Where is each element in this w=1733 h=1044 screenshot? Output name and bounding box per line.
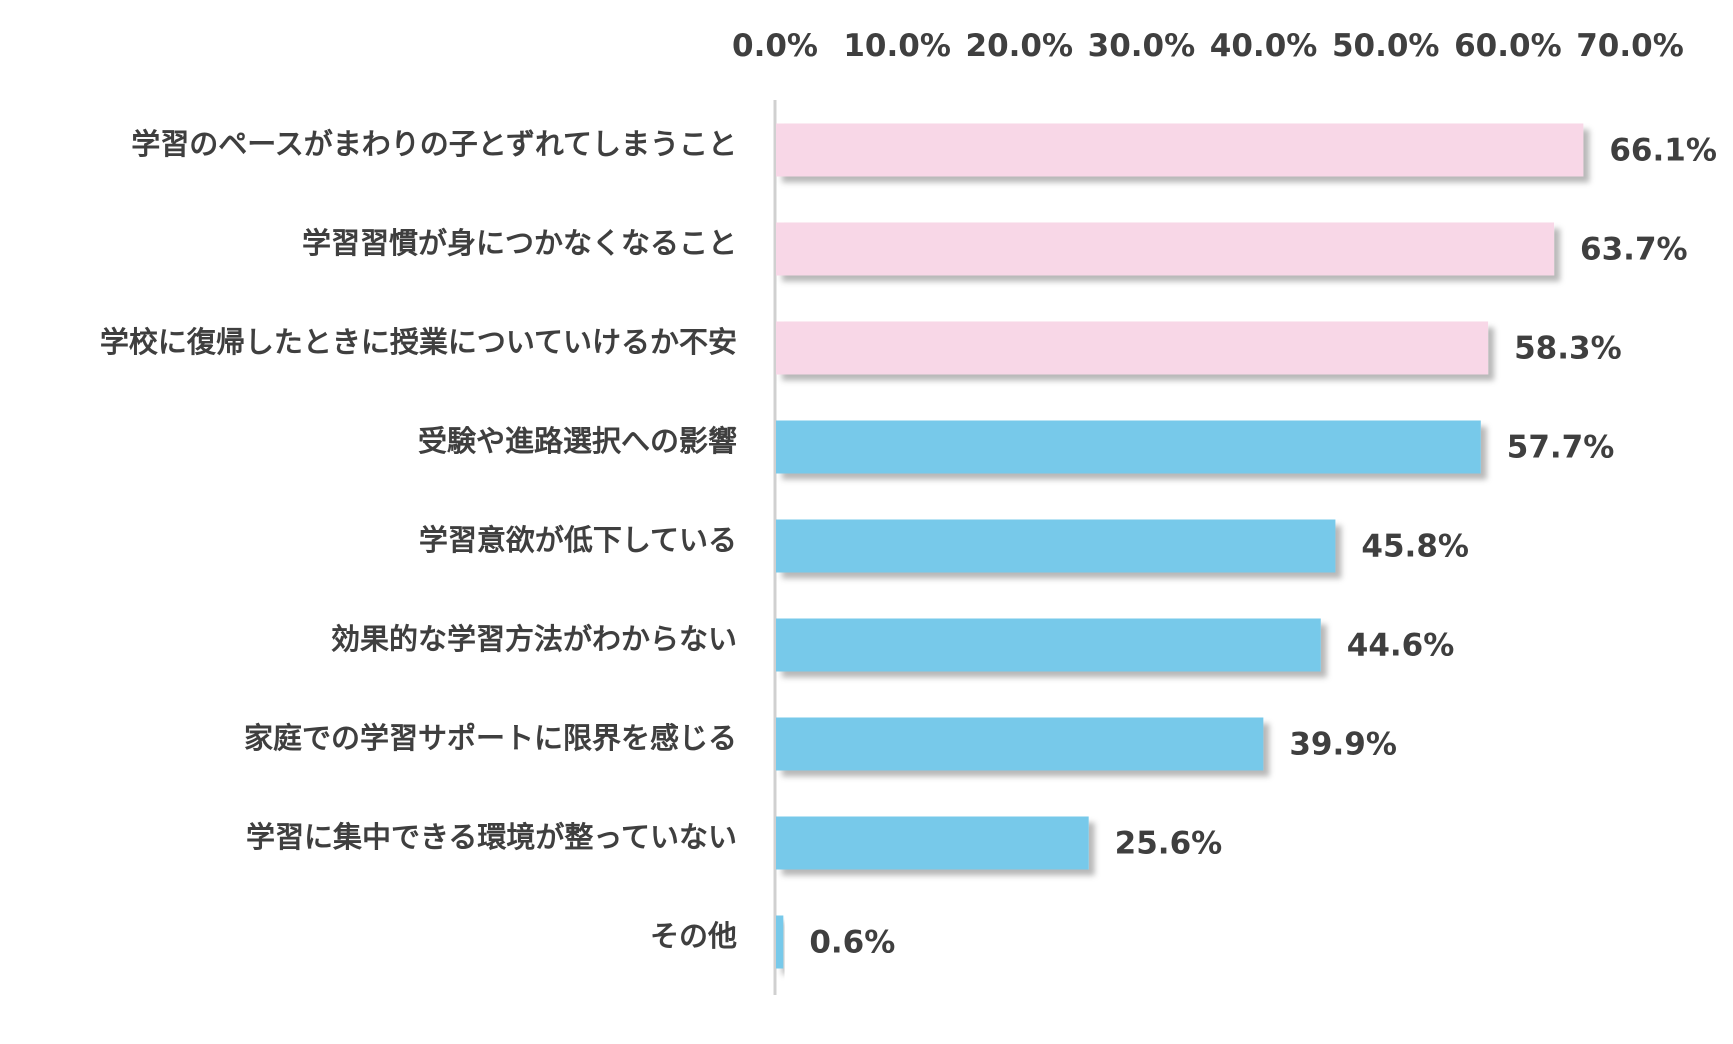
bar bbox=[776, 321, 1489, 375]
x-tick-label: 60.0% bbox=[1454, 28, 1562, 64]
data-label: 0.6% bbox=[809, 925, 895, 961]
bar bbox=[776, 123, 1584, 177]
bar bbox=[776, 222, 1555, 276]
x-tick-label: 10.0% bbox=[843, 28, 951, 64]
x-tick-label: 0.0% bbox=[732, 28, 818, 64]
category-label: 学習習慣が身につかなくなること bbox=[302, 226, 737, 260]
x-tick-label: 70.0% bbox=[1576, 28, 1684, 64]
category-label: 学習意欲が低下している bbox=[419, 523, 737, 557]
x-tick-label: 20.0% bbox=[966, 28, 1074, 64]
x-tick-label: 30.0% bbox=[1088, 28, 1196, 64]
category-label: 家庭での学習サポートに限界を感じる bbox=[244, 721, 737, 755]
category-labels: 学習のペースがまわりの子とずれてしまうこと学習習慣が身につかなくなること学校に復… bbox=[100, 127, 737, 953]
category-label: 効果的な学習方法がわからない bbox=[331, 622, 737, 656]
bar bbox=[776, 717, 1264, 771]
data-label: 39.9% bbox=[1289, 727, 1397, 763]
bars bbox=[776, 123, 1584, 969]
x-tick-label: 50.0% bbox=[1332, 28, 1440, 64]
x-axis-ticks: 0.0% 10.0% 20.0% 30.0% 40.0% 50.0% 60.0% 70.0% bbox=[732, 28, 1684, 64]
data-label: 25.6% bbox=[1115, 826, 1223, 862]
bar bbox=[776, 915, 784, 969]
data-label: 63.7% bbox=[1580, 232, 1688, 268]
data-label: 58.3% bbox=[1514, 331, 1622, 367]
value-labels: 66.1% 63.7% 58.3% 57.7% 45.8% 44.6% 39.9% 25.6%… bbox=[809, 133, 1717, 961]
category-label: 受験や進路選択への影響 bbox=[418, 424, 737, 458]
data-label: 57.7% bbox=[1507, 430, 1615, 466]
bar bbox=[776, 519, 1336, 573]
bar bbox=[776, 816, 1089, 870]
x-tick-label: 40.0% bbox=[1210, 28, 1318, 64]
data-label: 45.8% bbox=[1361, 529, 1469, 565]
bar bbox=[776, 420, 1481, 474]
category-label: 学校に復帰したときに授業についていけるか不安 bbox=[100, 325, 737, 359]
category-label: その他 bbox=[650, 919, 737, 953]
bar bbox=[776, 618, 1321, 672]
category-label: 学習のペースがまわりの子とずれてしまうこと bbox=[131, 127, 737, 161]
category-label: 学習に集中できる環境が整っていない bbox=[246, 820, 737, 854]
data-label: 66.1% bbox=[1609, 133, 1717, 169]
data-label: 44.6% bbox=[1347, 628, 1455, 664]
